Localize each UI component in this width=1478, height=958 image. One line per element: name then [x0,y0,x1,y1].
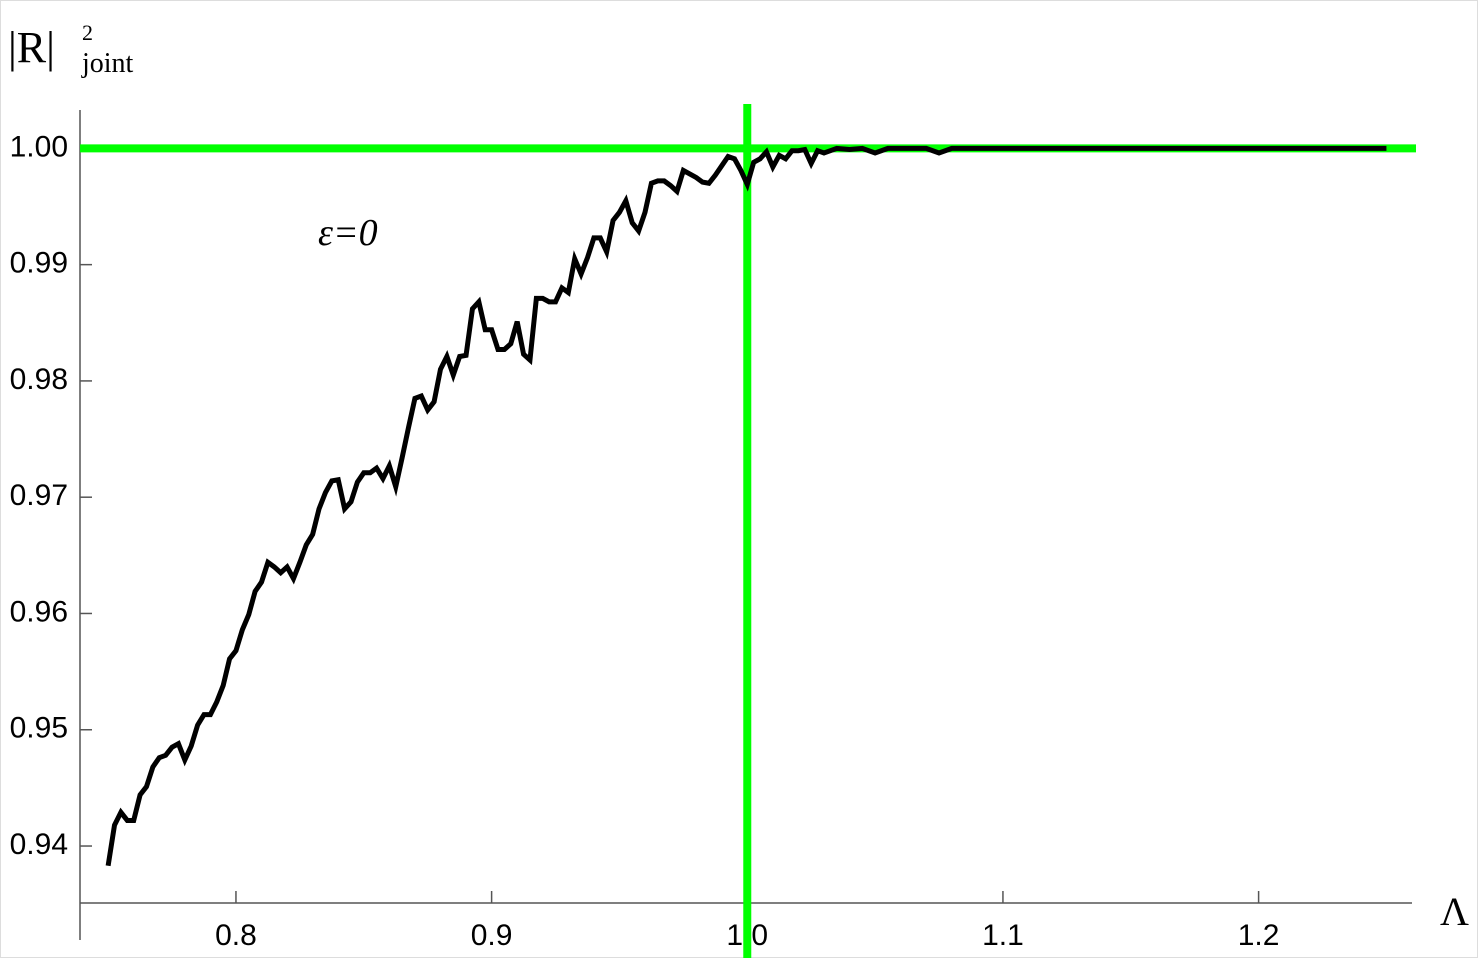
x-axis-label: Λ [1440,889,1469,934]
y-tick-label: 0.96 [10,595,68,628]
x-tick-label: 0.9 [471,919,513,952]
y-tick-label: 0.94 [10,828,68,861]
annotation: ε=0 [318,212,378,254]
y-tick-label: 0.98 [10,363,68,396]
y-axis-label-sub: joint [81,48,134,79]
x-tick-label: 0.8 [215,919,257,952]
data-line [105,145,1387,867]
x-tick-label: 1.2 [1238,919,1280,952]
y-axis-label: |R| [8,23,55,72]
y-axis-label-sup: 2 [82,20,93,45]
y-tick-label: 0.97 [10,479,68,512]
y-tick-label: 1.00 [10,130,68,163]
y-tick-label: 0.99 [10,247,68,280]
x-tick-label: 1.1 [982,919,1024,952]
y-tick-label: 0.95 [10,712,68,745]
